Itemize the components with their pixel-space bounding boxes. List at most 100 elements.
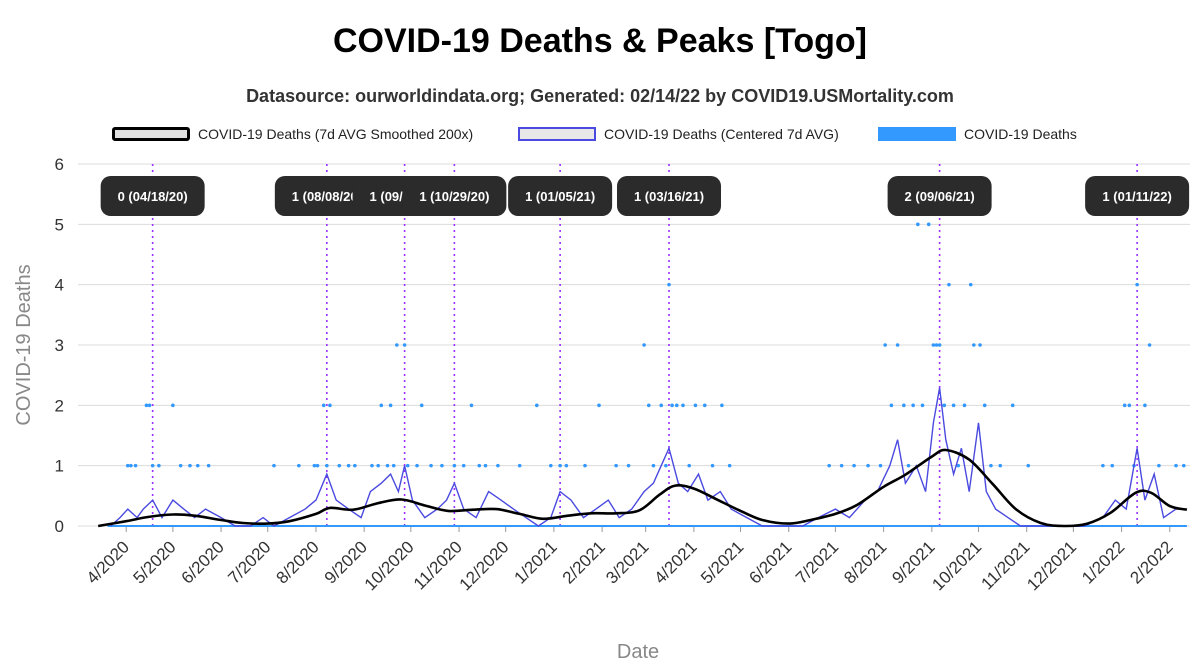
peak-label-box bbox=[1085, 176, 1190, 216]
daily-deaths-point bbox=[956, 463, 961, 468]
daily-deaths-point bbox=[328, 403, 332, 408]
daily-deaths-point bbox=[147, 403, 152, 408]
daily-deaths-point bbox=[1101, 463, 1105, 468]
daily-deaths-point bbox=[852, 463, 856, 468]
daily-deaths-point bbox=[1157, 463, 1161, 468]
x-tick-label: 5/2020 bbox=[129, 537, 179, 587]
daily-deaths-point bbox=[195, 463, 200, 468]
legend-label-centered: COVID-19 Deaths (Centered 7d AVG) bbox=[604, 126, 839, 142]
daily-deaths-point bbox=[395, 343, 399, 347]
y-tick-label: 6 bbox=[55, 155, 64, 174]
legend-item-deaths[interactable]: COVID-19 Deaths bbox=[878, 126, 1077, 142]
legend-swatch-smoothed bbox=[112, 127, 190, 141]
x-tick-label: 4/2020 bbox=[83, 537, 133, 587]
daily-deaths-point bbox=[962, 403, 967, 408]
y-tick-label: 4 bbox=[55, 276, 64, 295]
daily-deaths-point bbox=[337, 463, 342, 468]
daily-deaths-point bbox=[642, 343, 646, 347]
daily-deaths-point bbox=[461, 463, 466, 468]
daily-deaths-point bbox=[1127, 403, 1132, 408]
peak-label-box bbox=[508, 176, 613, 216]
legend-item-centered[interactable]: COVID-19 Deaths (Centered 7d AVG) bbox=[518, 126, 839, 142]
daily-deaths-point bbox=[972, 343, 976, 347]
daily-deaths-point bbox=[883, 343, 887, 347]
y-tick-label: 0 bbox=[55, 517, 64, 536]
daily-deaths-point bbox=[188, 463, 192, 468]
daily-deaths-point bbox=[419, 403, 424, 408]
x-tick-label: 11/2020 bbox=[410, 537, 466, 593]
x-tick-label: 8/2020 bbox=[273, 537, 323, 587]
peak-label-box bbox=[100, 176, 205, 216]
daily-deaths-point bbox=[895, 343, 900, 347]
x-tick-label: 2/2022 bbox=[1126, 537, 1176, 587]
daily-deaths-point bbox=[839, 463, 844, 468]
y-axis-title: COVID-19 Deaths bbox=[13, 264, 35, 425]
daily-deaths-point bbox=[674, 403, 679, 408]
daily-deaths-point bbox=[353, 463, 357, 468]
daily-deaths-point bbox=[1010, 403, 1015, 408]
x-tick-label: 11/2021 bbox=[978, 537, 1034, 593]
daily-deaths-point bbox=[920, 403, 925, 408]
daily-deaths-point bbox=[346, 463, 351, 468]
daily-deaths-point bbox=[402, 343, 407, 347]
daily-deaths-point bbox=[866, 463, 870, 468]
daily-deaths-point bbox=[1110, 463, 1115, 468]
daily-deaths-point bbox=[906, 463, 911, 468]
legend-item-smoothed[interactable]: COVID-19 Deaths (7d AVG Smoothed 200x) bbox=[112, 126, 473, 142]
peak-label: 1 (10/29/20) bbox=[419, 189, 489, 204]
y-tick-label: 2 bbox=[55, 396, 64, 415]
peak-label: 1 (01/11/22) bbox=[1102, 189, 1171, 204]
legend-label-deaths: COVID-19 Deaths bbox=[964, 126, 1077, 142]
daily-deaths-point bbox=[902, 403, 906, 408]
x-tick-label: 7/2020 bbox=[224, 537, 274, 587]
daily-deaths-point bbox=[934, 343, 939, 347]
daily-deaths-point bbox=[388, 403, 393, 408]
daily-deaths-point bbox=[376, 463, 380, 468]
daily-deaths-point bbox=[651, 463, 656, 468]
daily-deaths-point bbox=[440, 463, 444, 468]
daily-deaths-point bbox=[325, 463, 329, 468]
daily-deaths-point bbox=[659, 403, 664, 408]
daily-deaths-point bbox=[614, 463, 618, 468]
daily-deaths-point bbox=[1147, 343, 1152, 347]
daily-deaths-point bbox=[982, 403, 987, 408]
daily-deaths-point bbox=[125, 463, 130, 468]
y-tick-label: 3 bbox=[55, 336, 64, 355]
legend-swatch-centered bbox=[518, 127, 596, 141]
daily-deaths-point bbox=[727, 463, 732, 468]
daily-deaths-point bbox=[947, 282, 951, 287]
daily-deaths-point bbox=[171, 403, 175, 408]
daily-deaths-point bbox=[534, 403, 539, 408]
daily-deaths-point bbox=[469, 403, 474, 408]
daily-deaths-point bbox=[405, 463, 410, 468]
daily-deaths-point bbox=[626, 463, 631, 468]
daily-deaths-point bbox=[702, 403, 707, 408]
daily-deaths-point bbox=[681, 403, 685, 408]
x-tick-label: 3/2021 bbox=[602, 537, 652, 587]
daily-deaths-point bbox=[1135, 282, 1139, 287]
daily-deaths-point bbox=[646, 403, 651, 408]
daily-deaths-point bbox=[911, 403, 915, 408]
daily-deaths-point bbox=[178, 463, 183, 468]
daily-deaths-point bbox=[951, 403, 956, 408]
daily-deaths-point bbox=[978, 343, 982, 347]
daily-deaths-point bbox=[379, 403, 384, 408]
daily-deaths-point bbox=[889, 403, 894, 408]
daily-deaths-point bbox=[496, 463, 500, 468]
x-tick-label: 6/2021 bbox=[745, 537, 795, 587]
legend-label-smoothed: COVID-19 Deaths (7d AVG Smoothed 200x) bbox=[198, 126, 474, 142]
daily-deaths-point bbox=[916, 222, 920, 227]
x-tick-label: 4/2021 bbox=[651, 537, 701, 587]
x-tick-label: 5/2021 bbox=[697, 537, 747, 587]
x-tick-label: 7/2021 bbox=[792, 537, 842, 587]
daily-deaths-point bbox=[827, 463, 831, 468]
daily-deaths-point bbox=[583, 463, 587, 468]
daily-deaths-point bbox=[483, 463, 488, 468]
x-tick-label: 10/2020 bbox=[361, 537, 418, 594]
daily-deaths-point bbox=[315, 463, 320, 468]
daily-deaths-point bbox=[664, 463, 668, 468]
daily-deaths-point bbox=[321, 403, 326, 408]
y-tick-label: 5 bbox=[55, 215, 64, 234]
daily-deaths-point bbox=[312, 463, 317, 468]
peak-label-box bbox=[402, 176, 507, 216]
